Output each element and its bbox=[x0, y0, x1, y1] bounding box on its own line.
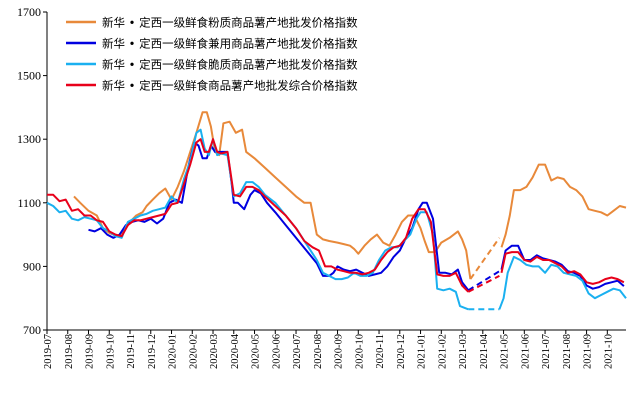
series-0 bbox=[73, 111, 627, 280]
series-line bbox=[500, 244, 625, 290]
x-tick-label: 2020-02 bbox=[188, 334, 199, 369]
x-tick-label: 2020-04 bbox=[230, 333, 241, 369]
x-tick-label: 2021-06 bbox=[520, 334, 531, 369]
series-dashed-line bbox=[469, 237, 501, 280]
x-tick-label: 2020-01 bbox=[168, 334, 179, 369]
legend-label: 新华 • 定西一级鲜食兼用商品薯产地批发价格指数 bbox=[102, 37, 358, 51]
series-line bbox=[46, 128, 469, 311]
x-tick-label: 2019-08 bbox=[64, 334, 75, 369]
x-tick-label: 2019-07 bbox=[43, 334, 54, 369]
series-dashed-line bbox=[467, 275, 500, 293]
series-line bbox=[73, 111, 472, 280]
x-tick-label: 2020-10 bbox=[354, 334, 365, 369]
y-tick-label: 1100 bbox=[17, 196, 41, 210]
series-line bbox=[500, 163, 627, 248]
series-3 bbox=[47, 138, 625, 293]
legend-label: 新华 • 定西一级鲜食脆质商品薯产地批发价格指数 bbox=[102, 58, 358, 72]
series-line bbox=[47, 138, 470, 293]
y-tick-label: 1500 bbox=[17, 69, 41, 83]
x-tick-label: 2021-04 bbox=[479, 333, 490, 369]
x-tick-label: 2020-07 bbox=[292, 334, 303, 369]
x-tick-label: 2021-03 bbox=[458, 334, 469, 369]
x-axis: 2019-07 2019-08 2019-09 2019-10 2019-11 2019-… bbox=[43, 329, 626, 369]
y-tick-label: 900 bbox=[23, 259, 41, 273]
x-tick-label: 2021-01 bbox=[417, 334, 428, 369]
x-tick-label: 2020-03 bbox=[209, 334, 220, 369]
series-line bbox=[500, 251, 625, 285]
series-layer bbox=[46, 111, 627, 311]
x-tick-label: 2020-08 bbox=[313, 334, 324, 369]
x-tick-label: 2019-10 bbox=[105, 334, 116, 369]
series-line bbox=[498, 255, 627, 310]
legend-label: 新华 • 定西一级鲜食商品薯产地批发综合价格指数 bbox=[102, 79, 358, 93]
x-tick-label: 2021-09 bbox=[583, 334, 594, 369]
series-1 bbox=[88, 141, 625, 292]
x-tick-label: 2021-02 bbox=[437, 334, 448, 369]
x-tick-label: 2021-05 bbox=[500, 334, 511, 369]
y-axis: 700 900 1100 1300 1500 1700 bbox=[17, 5, 48, 337]
x-tick-label: 2019-09 bbox=[85, 334, 96, 369]
y-tick-label: 1300 bbox=[17, 132, 41, 146]
x-tick-label: 2019-11 bbox=[126, 334, 137, 369]
x-tick-label: 2020-09 bbox=[334, 334, 345, 369]
x-tick-label: 2020-12 bbox=[396, 334, 407, 369]
x-tick-label: 2021-10 bbox=[603, 334, 614, 369]
y-tick-label: 1700 bbox=[17, 5, 41, 19]
x-tick-label: 2019-12 bbox=[147, 334, 158, 369]
y-tick-label: 700 bbox=[23, 323, 41, 337]
series-line bbox=[88, 141, 470, 291]
x-tick-label: 2021-08 bbox=[562, 334, 573, 369]
series-2 bbox=[46, 128, 627, 311]
x-tick-label: 2020-06 bbox=[271, 334, 282, 369]
series-dashed-line bbox=[467, 270, 500, 292]
x-tick-label: 2020-11 bbox=[375, 334, 386, 369]
x-tick-label: 2020-05 bbox=[251, 334, 262, 369]
legend-label: 新华 • 定西一级鲜食粉质商品薯产地批发价格指数 bbox=[102, 16, 358, 30]
x-tick-label: 2021-07 bbox=[541, 334, 552, 369]
